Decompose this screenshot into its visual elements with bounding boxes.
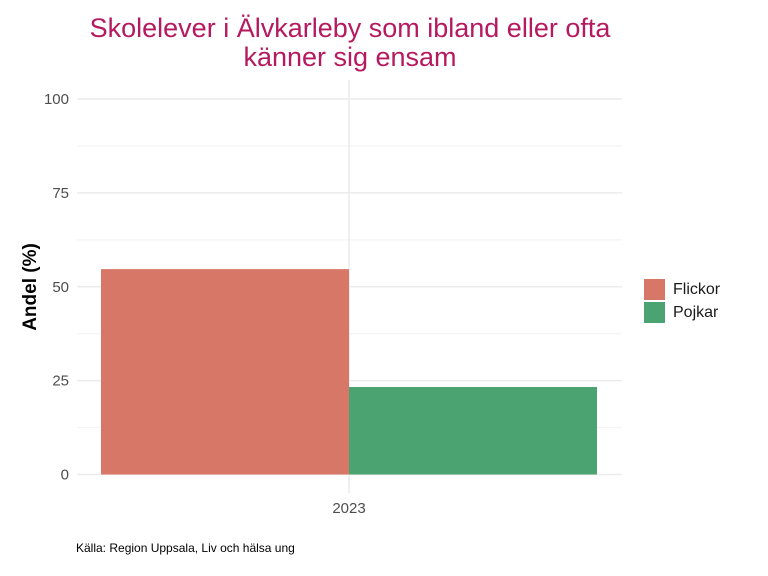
y-tick-label: 25	[52, 373, 69, 390]
chart-title-line-2: känner sig ensam	[243, 42, 457, 72]
x-tick-label: 2023	[332, 500, 365, 517]
legend-swatch-pojkar	[644, 302, 665, 323]
legend-label-pojkar: Pojkar	[673, 303, 719, 321]
bar-pojkar-2023	[349, 387, 597, 475]
chart-title: Skolelever i Älvkarleby som ibland eller…	[0, 14, 700, 72]
y-tick-label: 50	[52, 279, 69, 296]
y-tick-label: 0	[61, 467, 69, 484]
legend-item-flickor: Flickor	[644, 279, 720, 300]
legend-swatch-flickor	[644, 279, 665, 300]
y-axis-label: Andel (%)	[20, 243, 41, 331]
source-caption: Källa: Region Uppsala, Liv och hälsa ung	[76, 541, 295, 555]
y-tick-label: 100	[44, 91, 69, 108]
chart-title-line-1: Skolelever i Älvkarleby som ibland eller…	[89, 13, 611, 43]
y-tick-label: 75	[52, 185, 69, 202]
legend-item-pojkar: Pojkar	[644, 302, 718, 323]
bar-flickor-2023	[101, 269, 349, 475]
legend-label-flickor: Flickor	[673, 280, 721, 298]
